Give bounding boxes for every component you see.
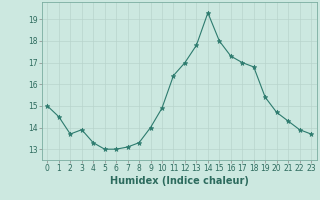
X-axis label: Humidex (Indice chaleur): Humidex (Indice chaleur) [110,176,249,186]
